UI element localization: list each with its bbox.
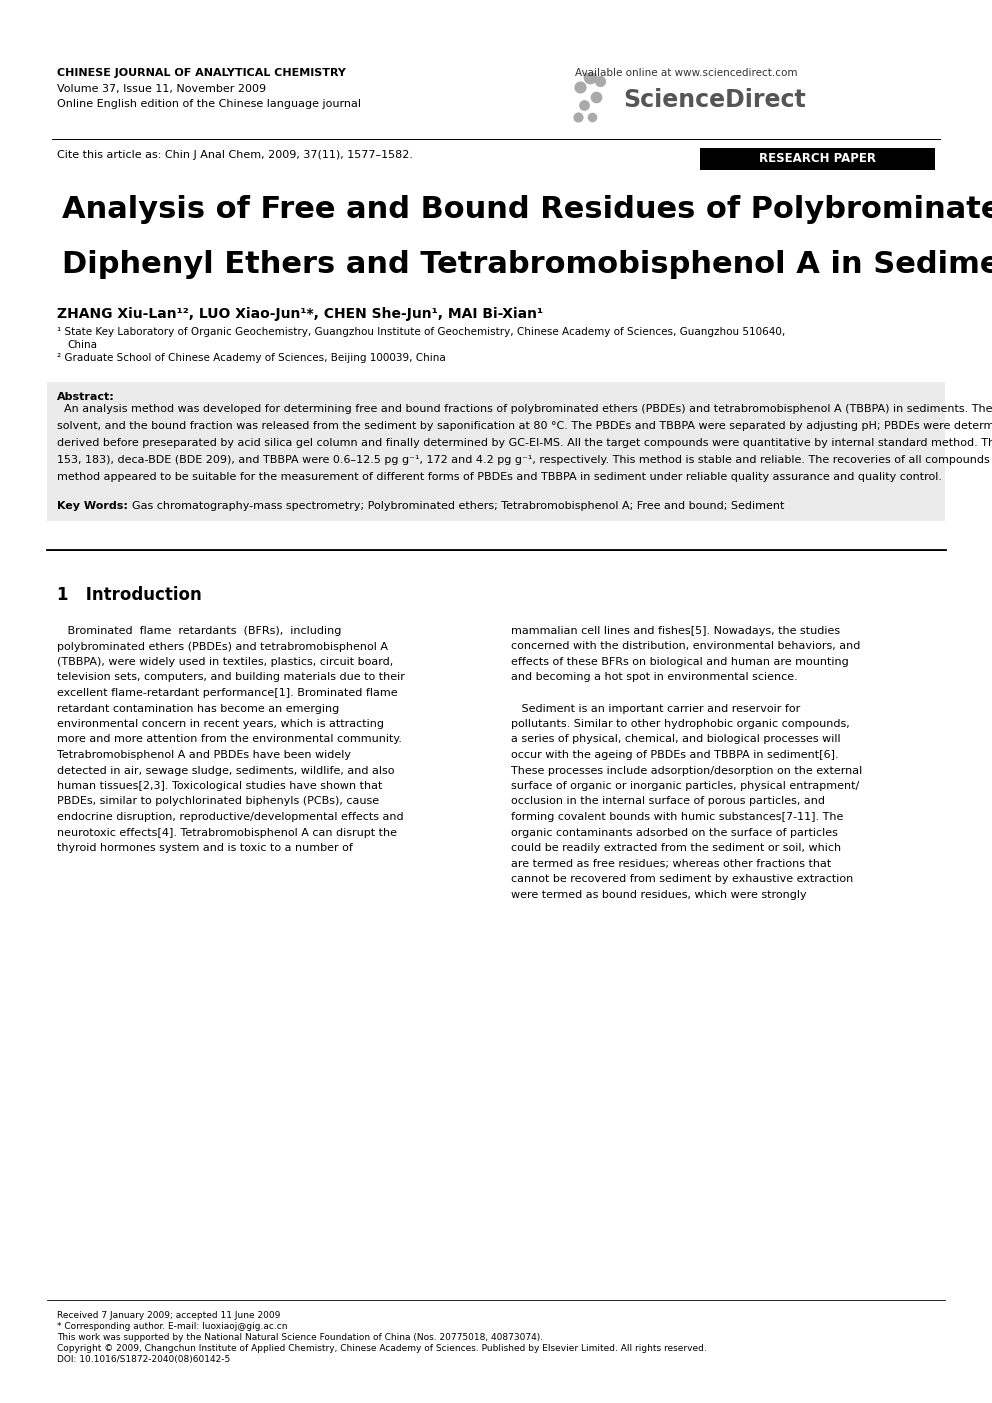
- Text: DOI: 10.1016/S1872-2040(08)60142-5: DOI: 10.1016/S1872-2040(08)60142-5: [57, 1355, 230, 1364]
- Text: excellent flame-retardant performance[1]. Brominated flame: excellent flame-retardant performance[1]…: [57, 687, 398, 699]
- Text: derived before preseparated by acid silica gel column and finally determined by : derived before preseparated by acid sili…: [57, 438, 992, 448]
- Text: pollutants. Similar to other hydrophobic organic compounds,: pollutants. Similar to other hydrophobic…: [511, 718, 850, 730]
- Text: Online English edition of the Chinese language journal: Online English edition of the Chinese la…: [57, 100, 361, 109]
- Text: Gas chromatography-mass spectrometry; Polybrominated ethers; Tetrabromobisphenol: Gas chromatography-mass spectrometry; Po…: [132, 501, 785, 511]
- Text: Analysis of Free and Bound Residues of Polybrominated: Analysis of Free and Bound Residues of P…: [62, 195, 992, 224]
- Text: concerned with the distribution, environmental behaviors, and: concerned with the distribution, environ…: [511, 641, 860, 651]
- Text: method appeared to be suitable for the measurement of different forms of PBDEs a: method appeared to be suitable for the m…: [57, 471, 942, 483]
- Text: retardant contamination has become an emerging: retardant contamination has become an em…: [57, 703, 339, 714]
- Text: RESEARCH PAPER: RESEARCH PAPER: [759, 153, 876, 166]
- Text: human tissues[2,3]. Toxicological studies have shown that: human tissues[2,3]. Toxicological studie…: [57, 781, 382, 791]
- Text: organic contaminants adsorbed on the surface of particles: organic contaminants adsorbed on the sur…: [511, 828, 838, 838]
- Text: ZHANG Xiu-Lan¹², LUO Xiao-Jun¹*, CHEN She-Jun¹, MAI Bi-Xian¹: ZHANG Xiu-Lan¹², LUO Xiao-Jun¹*, CHEN Sh…: [57, 307, 544, 321]
- Text: 1   Introduction: 1 Introduction: [57, 586, 201, 605]
- Text: This work was supported by the National Natural Science Foundation of China (Nos: This work was supported by the National …: [57, 1333, 544, 1343]
- Text: Sediment is an important carrier and reservoir for: Sediment is an important carrier and res…: [511, 703, 801, 714]
- Text: environmental concern in recent years, which is attracting: environmental concern in recent years, w…: [57, 718, 384, 730]
- Text: a series of physical, chemical, and biological processes will: a series of physical, chemical, and biol…: [511, 735, 840, 745]
- Point: [571, 76, 587, 98]
- Point: [582, 66, 598, 88]
- Point: [570, 105, 586, 128]
- Text: ScienceDirect: ScienceDirect: [623, 88, 806, 112]
- Text: cannot be recovered from sediment by exhaustive extraction: cannot be recovered from sediment by exh…: [511, 874, 853, 884]
- Text: 153, 183), deca-BDE (BDE 209), and TBBPA were 0.6–12.5 pg g⁻¹, 172 and 4.2 pg g⁻: 153, 183), deca-BDE (BDE 209), and TBBPA…: [57, 455, 992, 464]
- Text: ² Graduate School of Chinese Academy of Sciences, Beijing 100039, China: ² Graduate School of Chinese Academy of …: [57, 354, 445, 363]
- Point: [592, 70, 608, 93]
- Text: endocrine disruption, reproductive/developmental effects and: endocrine disruption, reproductive/devel…: [57, 812, 404, 822]
- Text: are termed as free residues; whereas other fractions that: are termed as free residues; whereas oth…: [511, 859, 831, 868]
- Text: detected in air, sewage sludge, sediments, wildlife, and also: detected in air, sewage sludge, sediment…: [57, 766, 395, 776]
- Text: Copyright © 2009, Changchun Institute of Applied Chemistry, Chinese Academy of S: Copyright © 2009, Changchun Institute of…: [57, 1344, 706, 1352]
- Text: Tetrabromobisphenol A and PBDEs have been widely: Tetrabromobisphenol A and PBDEs have bee…: [57, 751, 351, 760]
- Text: more and more attention from the environmental community.: more and more attention from the environ…: [57, 735, 402, 745]
- Text: were termed as bound residues, which were strongly: were termed as bound residues, which wer…: [511, 890, 806, 899]
- Point: [576, 94, 592, 116]
- Text: polybrominated ethers (PBDEs) and tetrabromobisphenol A: polybrominated ethers (PBDEs) and tetrab…: [57, 641, 388, 651]
- Text: Brominated  flame  retardants  (BFRs),  including: Brominated flame retardants (BFRs), incl…: [57, 626, 341, 636]
- Text: An analysis method was developed for determining free and bound fractions of pol: An analysis method was developed for det…: [57, 404, 992, 414]
- Text: China: China: [67, 340, 97, 349]
- Text: These processes include adsorption/desorption on the external: These processes include adsorption/desor…: [511, 766, 862, 776]
- Text: could be readily extracted from the sediment or soil, which: could be readily extracted from the sedi…: [511, 843, 841, 853]
- Text: (TBBPA), were widely used in textiles, plastics, circuit board,: (TBBPA), were widely used in textiles, p…: [57, 657, 393, 666]
- Text: Key Words:: Key Words:: [57, 501, 128, 511]
- Text: neurotoxic effects[4]. Tetrabromobisphenol A can disrupt the: neurotoxic effects[4]. Tetrabromobisphen…: [57, 828, 397, 838]
- Text: and becoming a hot spot in environmental science.: and becoming a hot spot in environmental…: [511, 672, 798, 682]
- Text: occur with the ageing of PBDEs and TBBPA in sediment[6].: occur with the ageing of PBDEs and TBBPA…: [511, 751, 838, 760]
- Point: [584, 105, 600, 128]
- Text: effects of these BFRs on biological and human are mounting: effects of these BFRs on biological and …: [511, 657, 849, 666]
- Text: CHINESE JOURNAL OF ANALYTICAL CHEMISTRY: CHINESE JOURNAL OF ANALYTICAL CHEMISTRY: [57, 67, 346, 79]
- Text: ¹ State Key Laboratory of Organic Geochemistry, Guangzhou Institute of Geochemis: ¹ State Key Laboratory of Organic Geoche…: [57, 327, 786, 337]
- Text: * Corresponding author. E-mail: luoxiaoj@gig.ac.cn: * Corresponding author. E-mail: luoxiaoj…: [57, 1322, 288, 1331]
- Text: forming covalent bounds with humic substances[7-11]. The: forming covalent bounds with humic subst…: [511, 812, 843, 822]
- Point: [587, 86, 603, 108]
- Text: occlusion in the internal surface of porous particles, and: occlusion in the internal surface of por…: [511, 797, 825, 807]
- Text: thyroid hormones system and is toxic to a number of: thyroid hormones system and is toxic to …: [57, 843, 353, 853]
- Text: Cite this article as: Chin J Anal Chem, 2009, 37(11), 1577–1582.: Cite this article as: Chin J Anal Chem, …: [57, 150, 413, 160]
- Text: mammalian cell lines and fishes[5]. Nowadays, the studies: mammalian cell lines and fishes[5]. Nowa…: [511, 626, 840, 636]
- Text: PBDEs, similar to polychlorinated biphenyls (PCBs), cause: PBDEs, similar to polychlorinated biphen…: [57, 797, 379, 807]
- Text: Received 7 January 2009; accepted 11 June 2009: Received 7 January 2009; accepted 11 Jun…: [57, 1310, 281, 1320]
- Text: Available online at www.sciencedirect.com: Available online at www.sciencedirect.co…: [575, 67, 798, 79]
- Text: surface of organic or inorganic particles, physical entrapment/: surface of organic or inorganic particle…: [511, 781, 859, 791]
- Text: television sets, computers, and building materials due to their: television sets, computers, and building…: [57, 672, 405, 682]
- Text: solvent, and the bound fraction was released from the sediment by saponification: solvent, and the bound fraction was rele…: [57, 421, 992, 431]
- Text: Diphenyl Ethers and Tetrabromobisphenol A in Sediment: Diphenyl Ethers and Tetrabromobisphenol …: [62, 250, 992, 279]
- Text: Abstract:: Abstract:: [57, 391, 115, 403]
- Text: Volume 37, Issue 11, November 2009: Volume 37, Issue 11, November 2009: [57, 84, 266, 94]
